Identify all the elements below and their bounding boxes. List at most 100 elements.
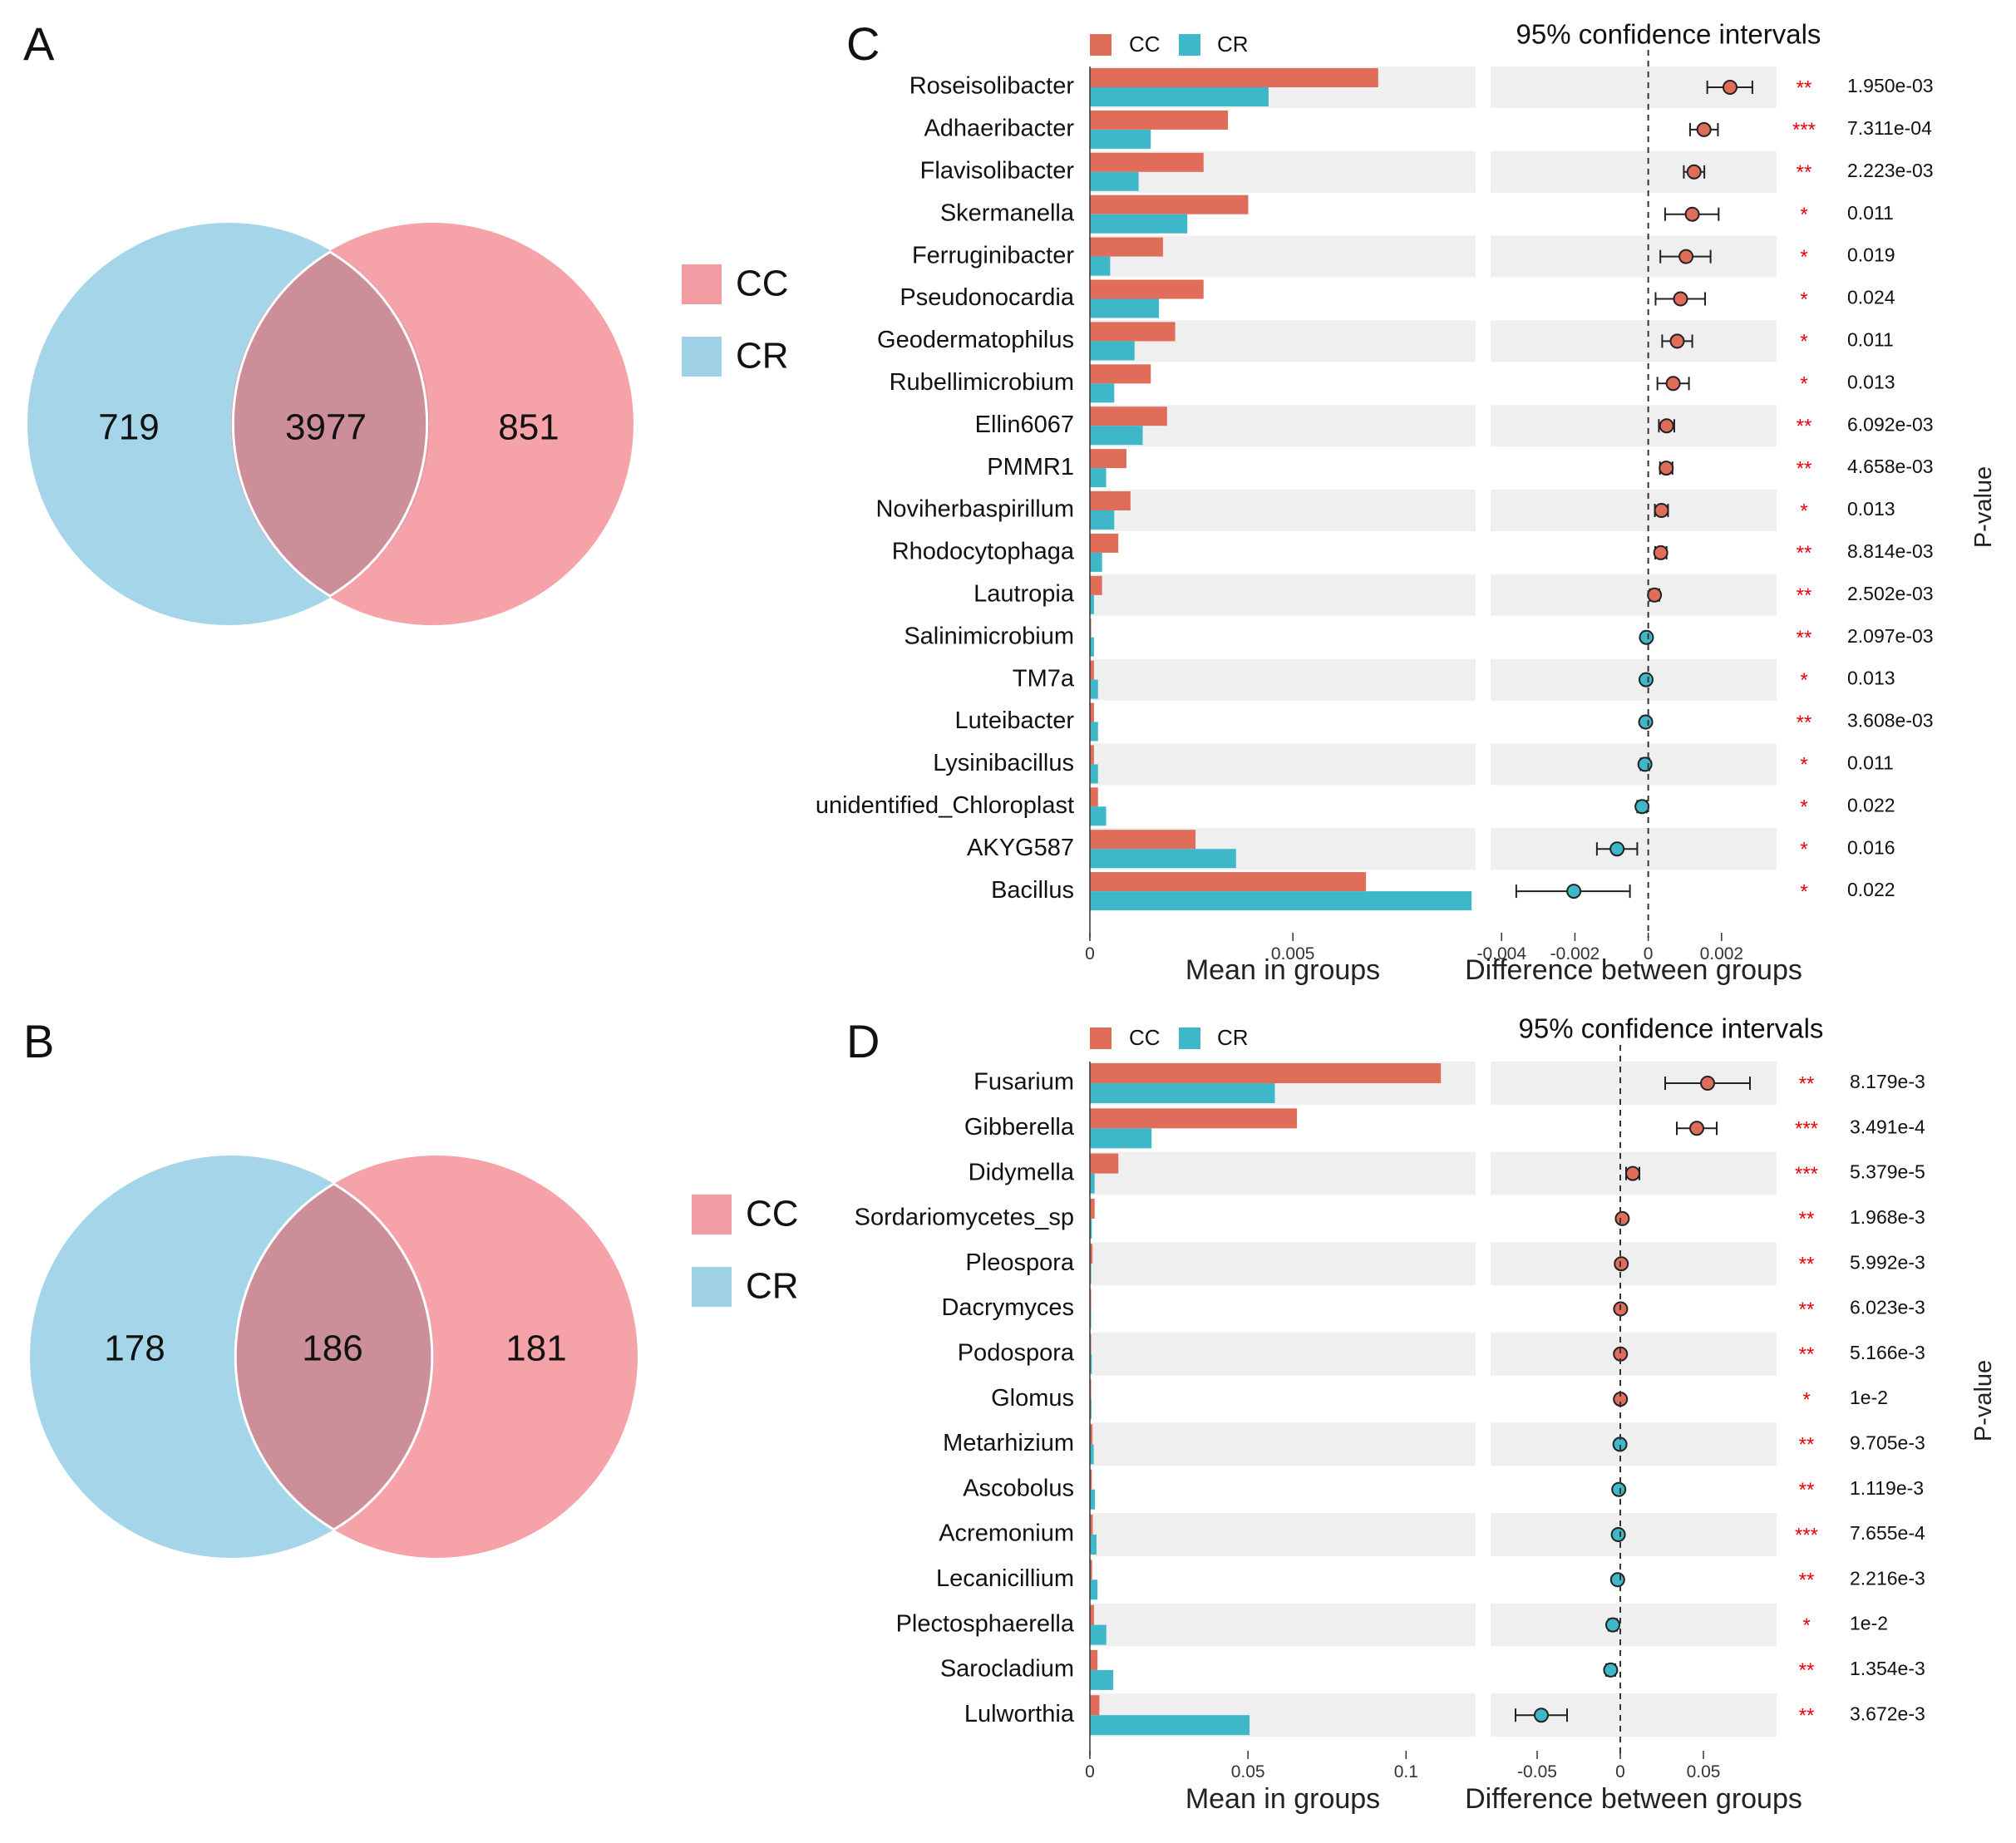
bar-cr [1090, 171, 1139, 191]
mean-tick-label: 0 [1085, 1762, 1095, 1781]
bar-cr [1090, 679, 1098, 699]
significance-stars: * [1800, 331, 1807, 353]
bar-cc [1090, 872, 1367, 892]
category-label: Plectosphaerella [896, 1610, 1075, 1637]
mean-tick-label: 0 [1085, 944, 1095, 963]
bar-cr [1090, 552, 1102, 572]
p-value: 4.658e-03 [1847, 456, 1934, 477]
category-label: Lysinibacillus [933, 750, 1074, 776]
p-value: 7.655e-4 [1850, 1522, 1925, 1544]
bar-cc [1090, 152, 1204, 172]
legend-swatch-cr [1179, 34, 1200, 56]
bar-cr [1090, 341, 1135, 361]
category-label: Glomus [991, 1385, 1074, 1412]
bar-cr [1090, 1535, 1097, 1555]
legend-swatch-cr [1179, 1027, 1200, 1049]
legend-label-cr: CR [1217, 1025, 1249, 1050]
diff-point [1654, 503, 1669, 518]
bar-cc [1090, 1695, 1100, 1716]
diff-band [1491, 658, 1777, 701]
p-value: 1.354e-3 [1850, 1658, 1925, 1679]
p-value: 0.013 [1847, 498, 1895, 520]
category-label: Lecanicillium [936, 1565, 1074, 1592]
category-label: Lautropia [973, 580, 1075, 607]
bar-cc [1090, 745, 1094, 765]
p-value: 6.023e-3 [1850, 1297, 1925, 1318]
significance-stars: * [1800, 796, 1807, 819]
bar-cc [1090, 830, 1195, 850]
significance-stars: *** [1795, 1118, 1818, 1141]
category-label: Gibberella [964, 1114, 1075, 1141]
p-value: 9.705e-3 [1850, 1432, 1925, 1453]
diff-tick-label: -0.004 [1476, 944, 1526, 963]
diff-tick-label: 0.002 [1700, 944, 1744, 963]
diff-band [1491, 1242, 1777, 1286]
diff-tick-label: 0 [1615, 1762, 1625, 1781]
diff-point [1614, 1256, 1629, 1272]
mean-band [1090, 574, 1476, 616]
category-label: Ascobolus [963, 1475, 1074, 1501]
diff-band [1491, 1513, 1777, 1556]
category-label: Pleospora [965, 1249, 1074, 1276]
mean-band [1090, 1422, 1476, 1466]
bar-cc [1090, 1604, 1094, 1625]
diff-tick-label: -0.002 [1550, 944, 1600, 963]
diff-band [1491, 1332, 1777, 1376]
bar-cr [1090, 1579, 1098, 1600]
p-value: 0.013 [1847, 371, 1895, 392]
bar-cr [1090, 722, 1098, 742]
bar-cr [1090, 87, 1269, 106]
legend-swatch-cc [1090, 1027, 1112, 1049]
category-label: Rhodocytophaga [892, 539, 1075, 565]
bar-cr [1090, 1715, 1250, 1736]
venn-count-left-only: 719 [98, 407, 159, 448]
category-label: Bacillus [991, 877, 1074, 904]
significance-stars: ** [1797, 584, 1812, 607]
diff-band [1491, 405, 1777, 447]
bar-cr [1090, 1624, 1107, 1645]
significance-stars: * [1800, 669, 1807, 692]
bar-cc [1090, 1244, 1093, 1264]
bar-cr [1090, 1128, 1152, 1149]
bar-cc [1090, 660, 1094, 680]
venn-diagram-bacteria: 719 3977 851 CC CR [27, 223, 789, 625]
significance-stars: * [1800, 839, 1807, 861]
bar-cc [1090, 110, 1229, 130]
category-label: Acremonium [939, 1520, 1074, 1547]
mean-band [1090, 1151, 1476, 1195]
p-value: 8.814e-03 [1847, 540, 1934, 562]
x-axis-title-diff: Difference between groups [1465, 1783, 1802, 1815]
significance-stars: * [1800, 373, 1807, 396]
bar-cc [1090, 1560, 1092, 1580]
p-value: 0.016 [1847, 836, 1895, 858]
diff-point [1669, 333, 1685, 349]
significance-stars: *** [1792, 119, 1816, 141]
mean-tick-label: 0.005 [1271, 944, 1315, 963]
diff-point [1689, 1121, 1704, 1136]
significance-stars: *** [1795, 1163, 1818, 1185]
category-label: Adhaeribacter [924, 116, 1074, 142]
diff-point [1566, 884, 1582, 899]
diff-point [1638, 714, 1654, 730]
diff-tick-label: 0 [1644, 944, 1654, 963]
venn-count-shared: 186 [302, 1328, 362, 1369]
p-value: 1.950e-03 [1847, 75, 1934, 96]
p-value: 1e-2 [1850, 1613, 1888, 1634]
venn-diagram-fungi: 178 186 181 CC CR [30, 1156, 799, 1558]
diff-band [1491, 490, 1777, 531]
venn-legend-swatch-cc [682, 264, 722, 304]
significance-stars: * [1800, 880, 1807, 903]
venn-count-shared: 3977 [285, 407, 367, 448]
mean-band [1090, 490, 1476, 531]
bar-cr [1090, 1173, 1095, 1194]
p-value: 7.311e-04 [1847, 117, 1932, 139]
venn-legend-label-cr: CR [736, 336, 789, 377]
panel-label-a: A [23, 17, 55, 70]
diff-band [1491, 150, 1777, 193]
diff-point [1614, 1210, 1630, 1226]
bar-cr [1090, 806, 1107, 826]
bar-cr [1090, 1083, 1275, 1103]
x-axis-title-mean: Mean in groups [1185, 954, 1380, 986]
legend-swatch-cc [1090, 34, 1112, 56]
